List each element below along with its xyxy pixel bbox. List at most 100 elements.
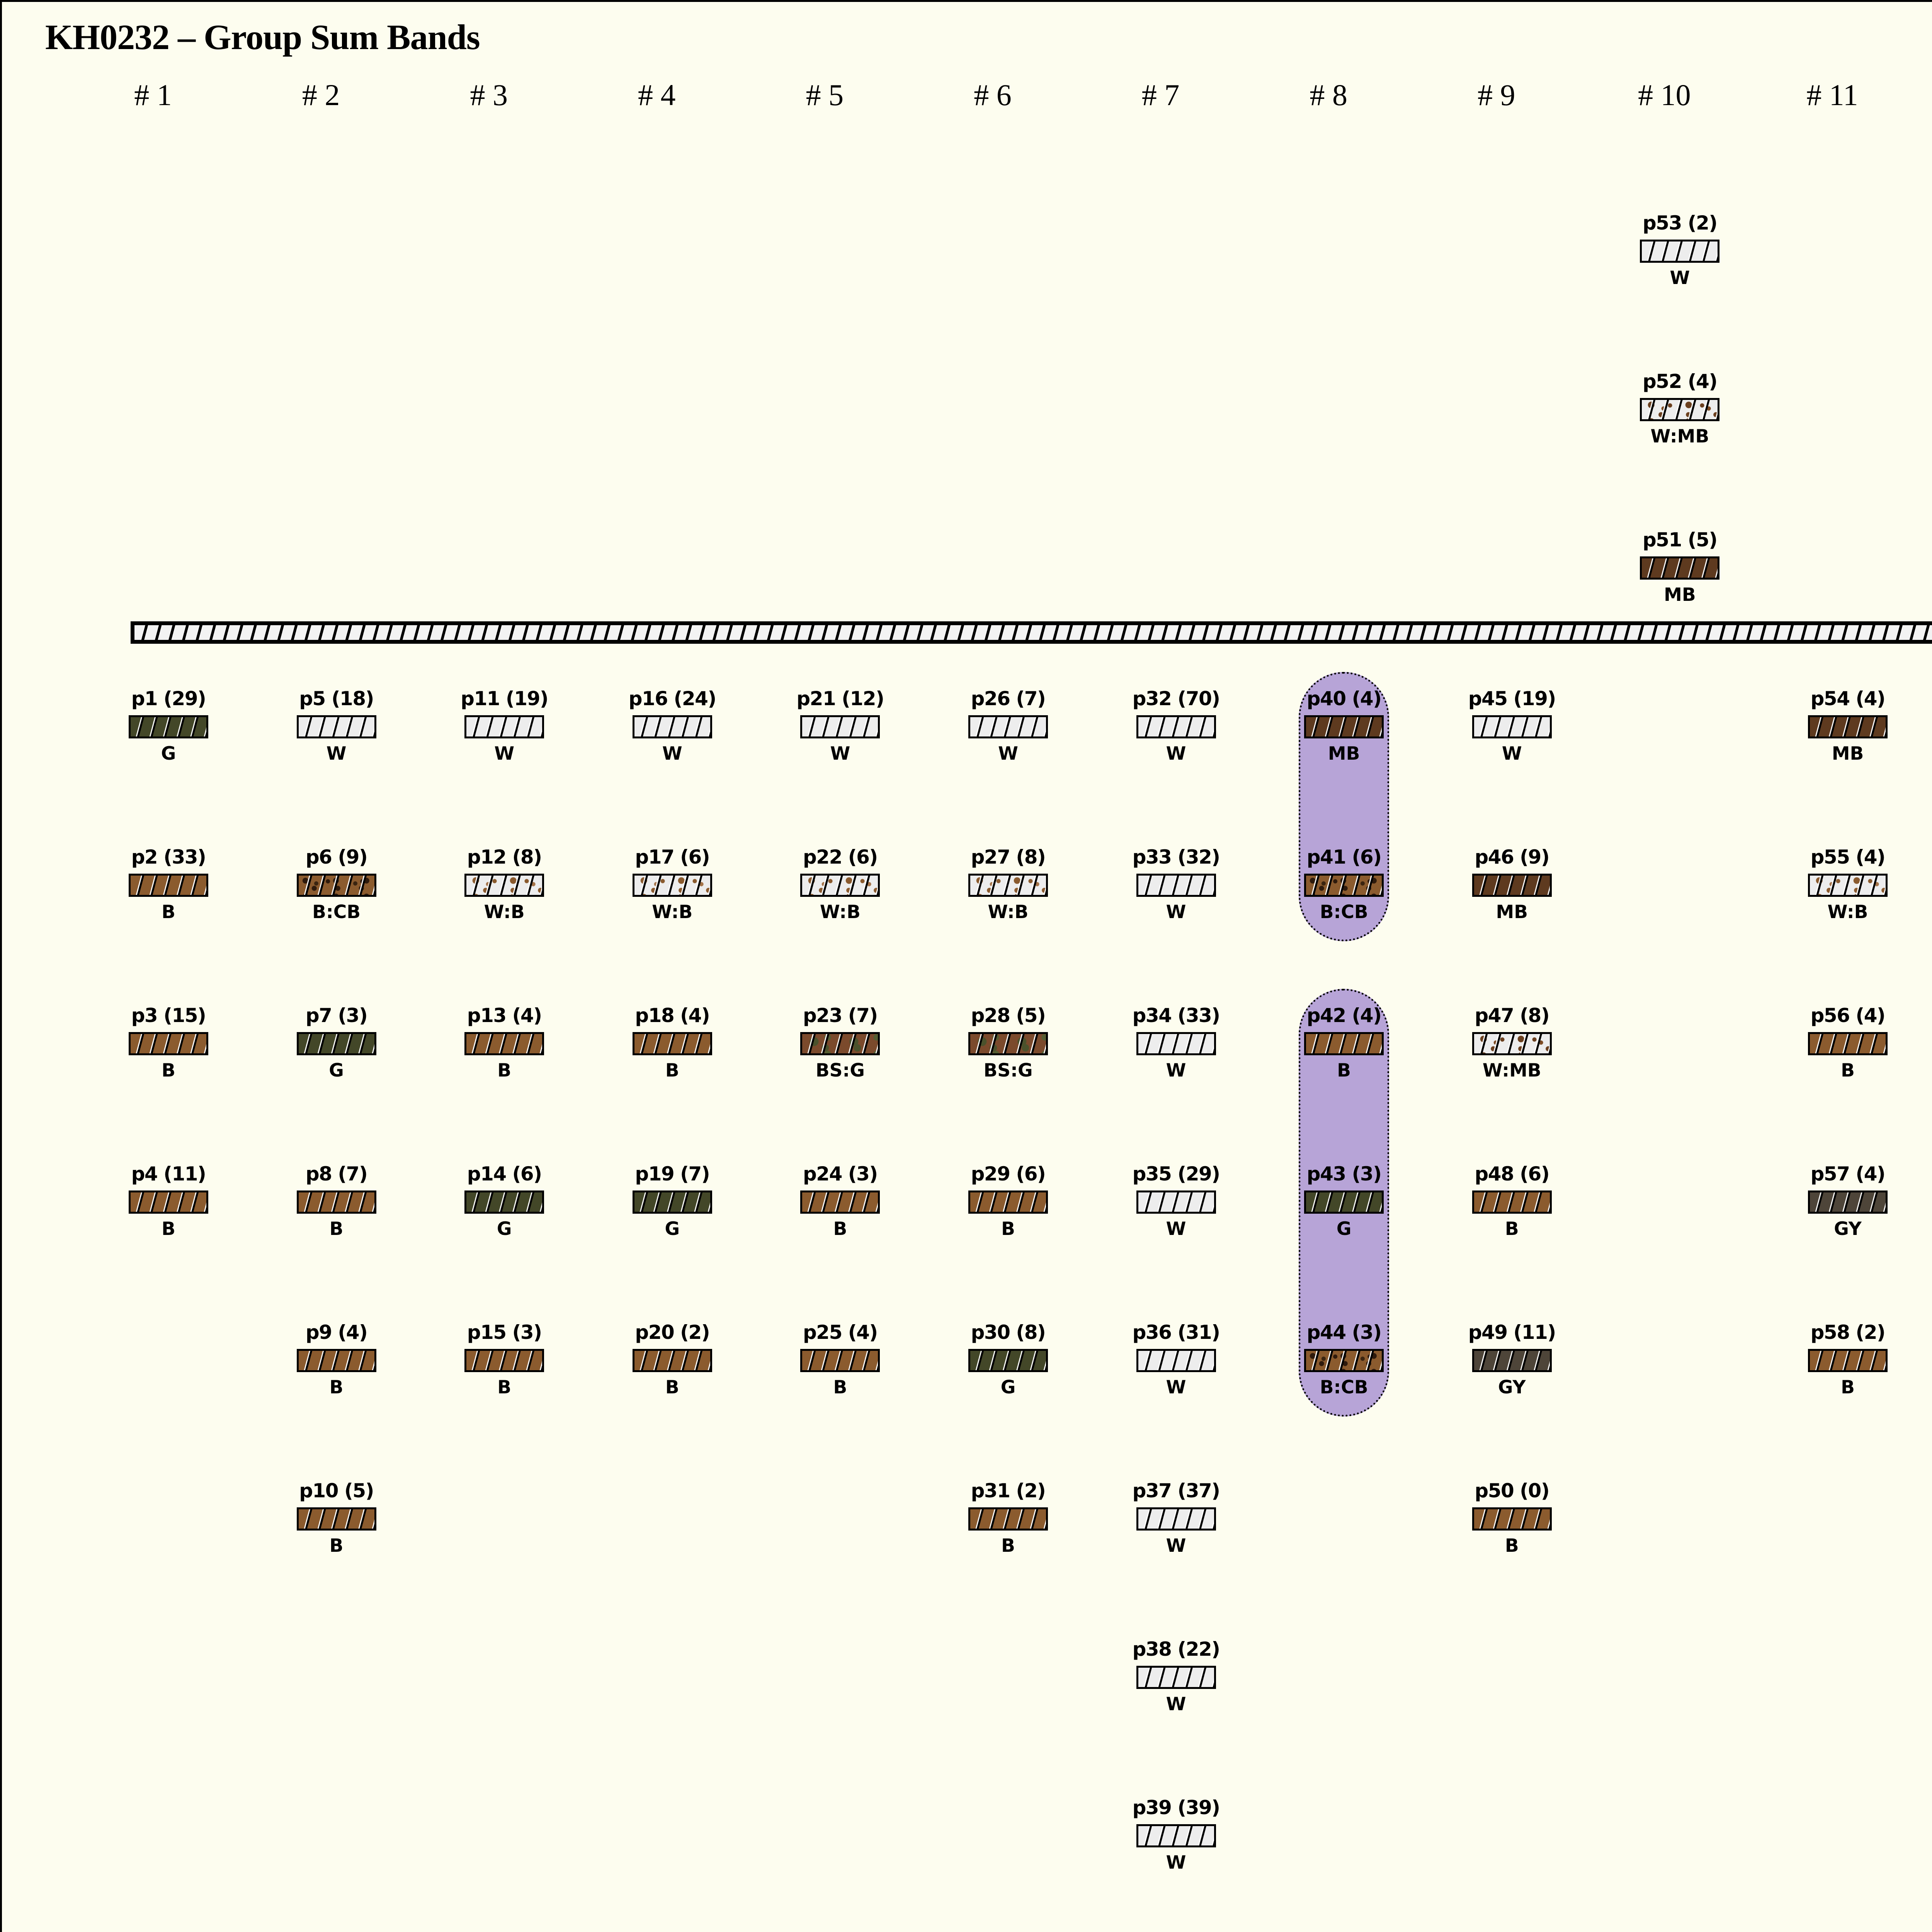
band-cell-p50: p50 (0) B [1464, 1479, 1560, 1557]
band-code: W [326, 743, 347, 764]
band-cell-p9: p9 (4) B [288, 1320, 385, 1398]
band-label: p5 (18) [299, 687, 374, 710]
band-label: p26 (7) [971, 687, 1046, 710]
band-label: p12 (8) [467, 846, 542, 868]
band-bar [1136, 1824, 1216, 1847]
band-bar [800, 1032, 880, 1055]
band-code: MB [1496, 901, 1528, 923]
band-label: p32 (70) [1132, 687, 1221, 710]
band-cell-p51: p51 (5) MB [1631, 528, 1728, 606]
band-bar [800, 874, 880, 897]
band-code: B [833, 1218, 847, 1240]
band-bar [632, 1190, 712, 1214]
band-cell-p31: p31 (2) B [960, 1479, 1056, 1557]
band-label: p51 (5) [1643, 529, 1718, 551]
band-label: p48 (6) [1475, 1163, 1549, 1185]
band-code: G [161, 743, 176, 764]
band-label: p19 (7) [635, 1163, 710, 1185]
band-label: p47 (8) [1475, 1004, 1549, 1027]
band-label: p45 (19) [1468, 687, 1556, 710]
band-code: W:B [988, 901, 1029, 923]
band-bar [800, 1349, 880, 1372]
band-bar [632, 715, 712, 738]
column-header-1: # 1 [134, 78, 172, 112]
band-label: p15 (3) [467, 1321, 542, 1344]
band-cell-p17: p17 (6) W:B [624, 845, 721, 923]
band-cell-p56: p56 (4) B [1799, 1003, 1896, 1082]
band-cell-p40: p40 (4) MB [1296, 687, 1392, 765]
band-code: GY [1834, 1218, 1862, 1240]
band-code: B [497, 1060, 512, 1081]
band-bar [632, 874, 712, 897]
band-cell-p21: p21 (12) W [792, 687, 888, 765]
band-cell-p30: p30 (8) G [960, 1320, 1056, 1398]
band-cell-p54: p54 (4) MB [1799, 687, 1896, 765]
band-label: p8 (7) [305, 1163, 368, 1185]
band-cell-p47: p47 (8) W:MB [1464, 1003, 1560, 1082]
band-label: p31 (2) [971, 1480, 1046, 1502]
band-code: G [1336, 1218, 1352, 1240]
summary-band [131, 621, 1932, 644]
band-cell-p22: p22 (6) W:B [792, 845, 888, 923]
column-header-7: # 7 [1141, 78, 1180, 112]
band-cell-p1: p1 (29) G [120, 687, 217, 765]
band-bar [1304, 874, 1384, 897]
band-cell-p23: p23 (7) BS:G [792, 1003, 888, 1082]
band-bar [1808, 715, 1888, 738]
band-label: p13 (4) [467, 1004, 542, 1027]
band-cell-p35: p35 (29) W [1128, 1162, 1225, 1240]
band-bar [800, 1190, 880, 1214]
band-cell-p13: p13 (4) B [456, 1003, 553, 1082]
band-label: p21 (12) [796, 687, 884, 710]
band-label: p17 (6) [635, 846, 710, 868]
band-label: p57 (4) [1810, 1163, 1886, 1185]
band-cell-p55: p55 (4) W:B [1799, 845, 1896, 923]
band-label: p2 (33) [131, 846, 206, 868]
band-code: B [1505, 1535, 1519, 1556]
band-bar [129, 1032, 208, 1055]
band-code: W [1166, 743, 1186, 764]
band-bar [296, 1349, 376, 1372]
band-code: W [1166, 1852, 1186, 1873]
band-code: W [1502, 743, 1522, 764]
band-code: B [329, 1535, 344, 1556]
band-cell-p37: p37 (37) W [1128, 1479, 1225, 1557]
band-bar [129, 874, 208, 897]
band-cell-p14: p14 (6) G [456, 1162, 553, 1240]
band-bar [464, 1190, 544, 1214]
band-cell-p10: p10 (5) B [288, 1479, 385, 1557]
band-label: p3 (15) [131, 1004, 206, 1027]
band-label: p34 (33) [1132, 1004, 1221, 1027]
band-label: p20 (2) [635, 1321, 710, 1344]
column-header-4: # 4 [638, 78, 676, 112]
band-bar [800, 715, 880, 738]
band-label: p55 (4) [1810, 846, 1886, 868]
band-code: B [1505, 1218, 1519, 1240]
band-code: B [665, 1377, 679, 1398]
band-label: p39 (39) [1132, 1796, 1221, 1819]
band-code: W [998, 743, 1018, 764]
band-cell-p44: p44 (3) B:CB [1296, 1320, 1392, 1398]
band-label: p38 (22) [1132, 1638, 1221, 1660]
band-label: p29 (6) [971, 1163, 1046, 1185]
page-title: KH0232 – Group Sum Bands [45, 17, 480, 57]
band-bar [632, 1032, 712, 1055]
band-bar [296, 1190, 376, 1214]
band-label: p58 (2) [1810, 1321, 1886, 1344]
band-cell-p57: p57 (4) GY [1799, 1162, 1896, 1240]
band-cell-p53: p53 (2) W [1631, 211, 1728, 289]
band-label: p28 (5) [971, 1004, 1046, 1027]
band-code: B [329, 1218, 344, 1240]
band-cell-p18: p18 (4) B [624, 1003, 721, 1082]
band-bar [1136, 715, 1216, 738]
band-label: p42 (4) [1306, 1004, 1382, 1027]
band-cell-p19: p19 (7) G [624, 1162, 721, 1240]
band-code: W [830, 743, 850, 764]
band-bar [464, 1032, 544, 1055]
band-code: W [662, 743, 682, 764]
band-cell-p20: p20 (2) B [624, 1320, 721, 1398]
band-bar [968, 1507, 1048, 1531]
band-code: B [162, 901, 175, 923]
band-label: p37 (37) [1132, 1480, 1221, 1502]
band-label: p10 (5) [299, 1480, 374, 1502]
